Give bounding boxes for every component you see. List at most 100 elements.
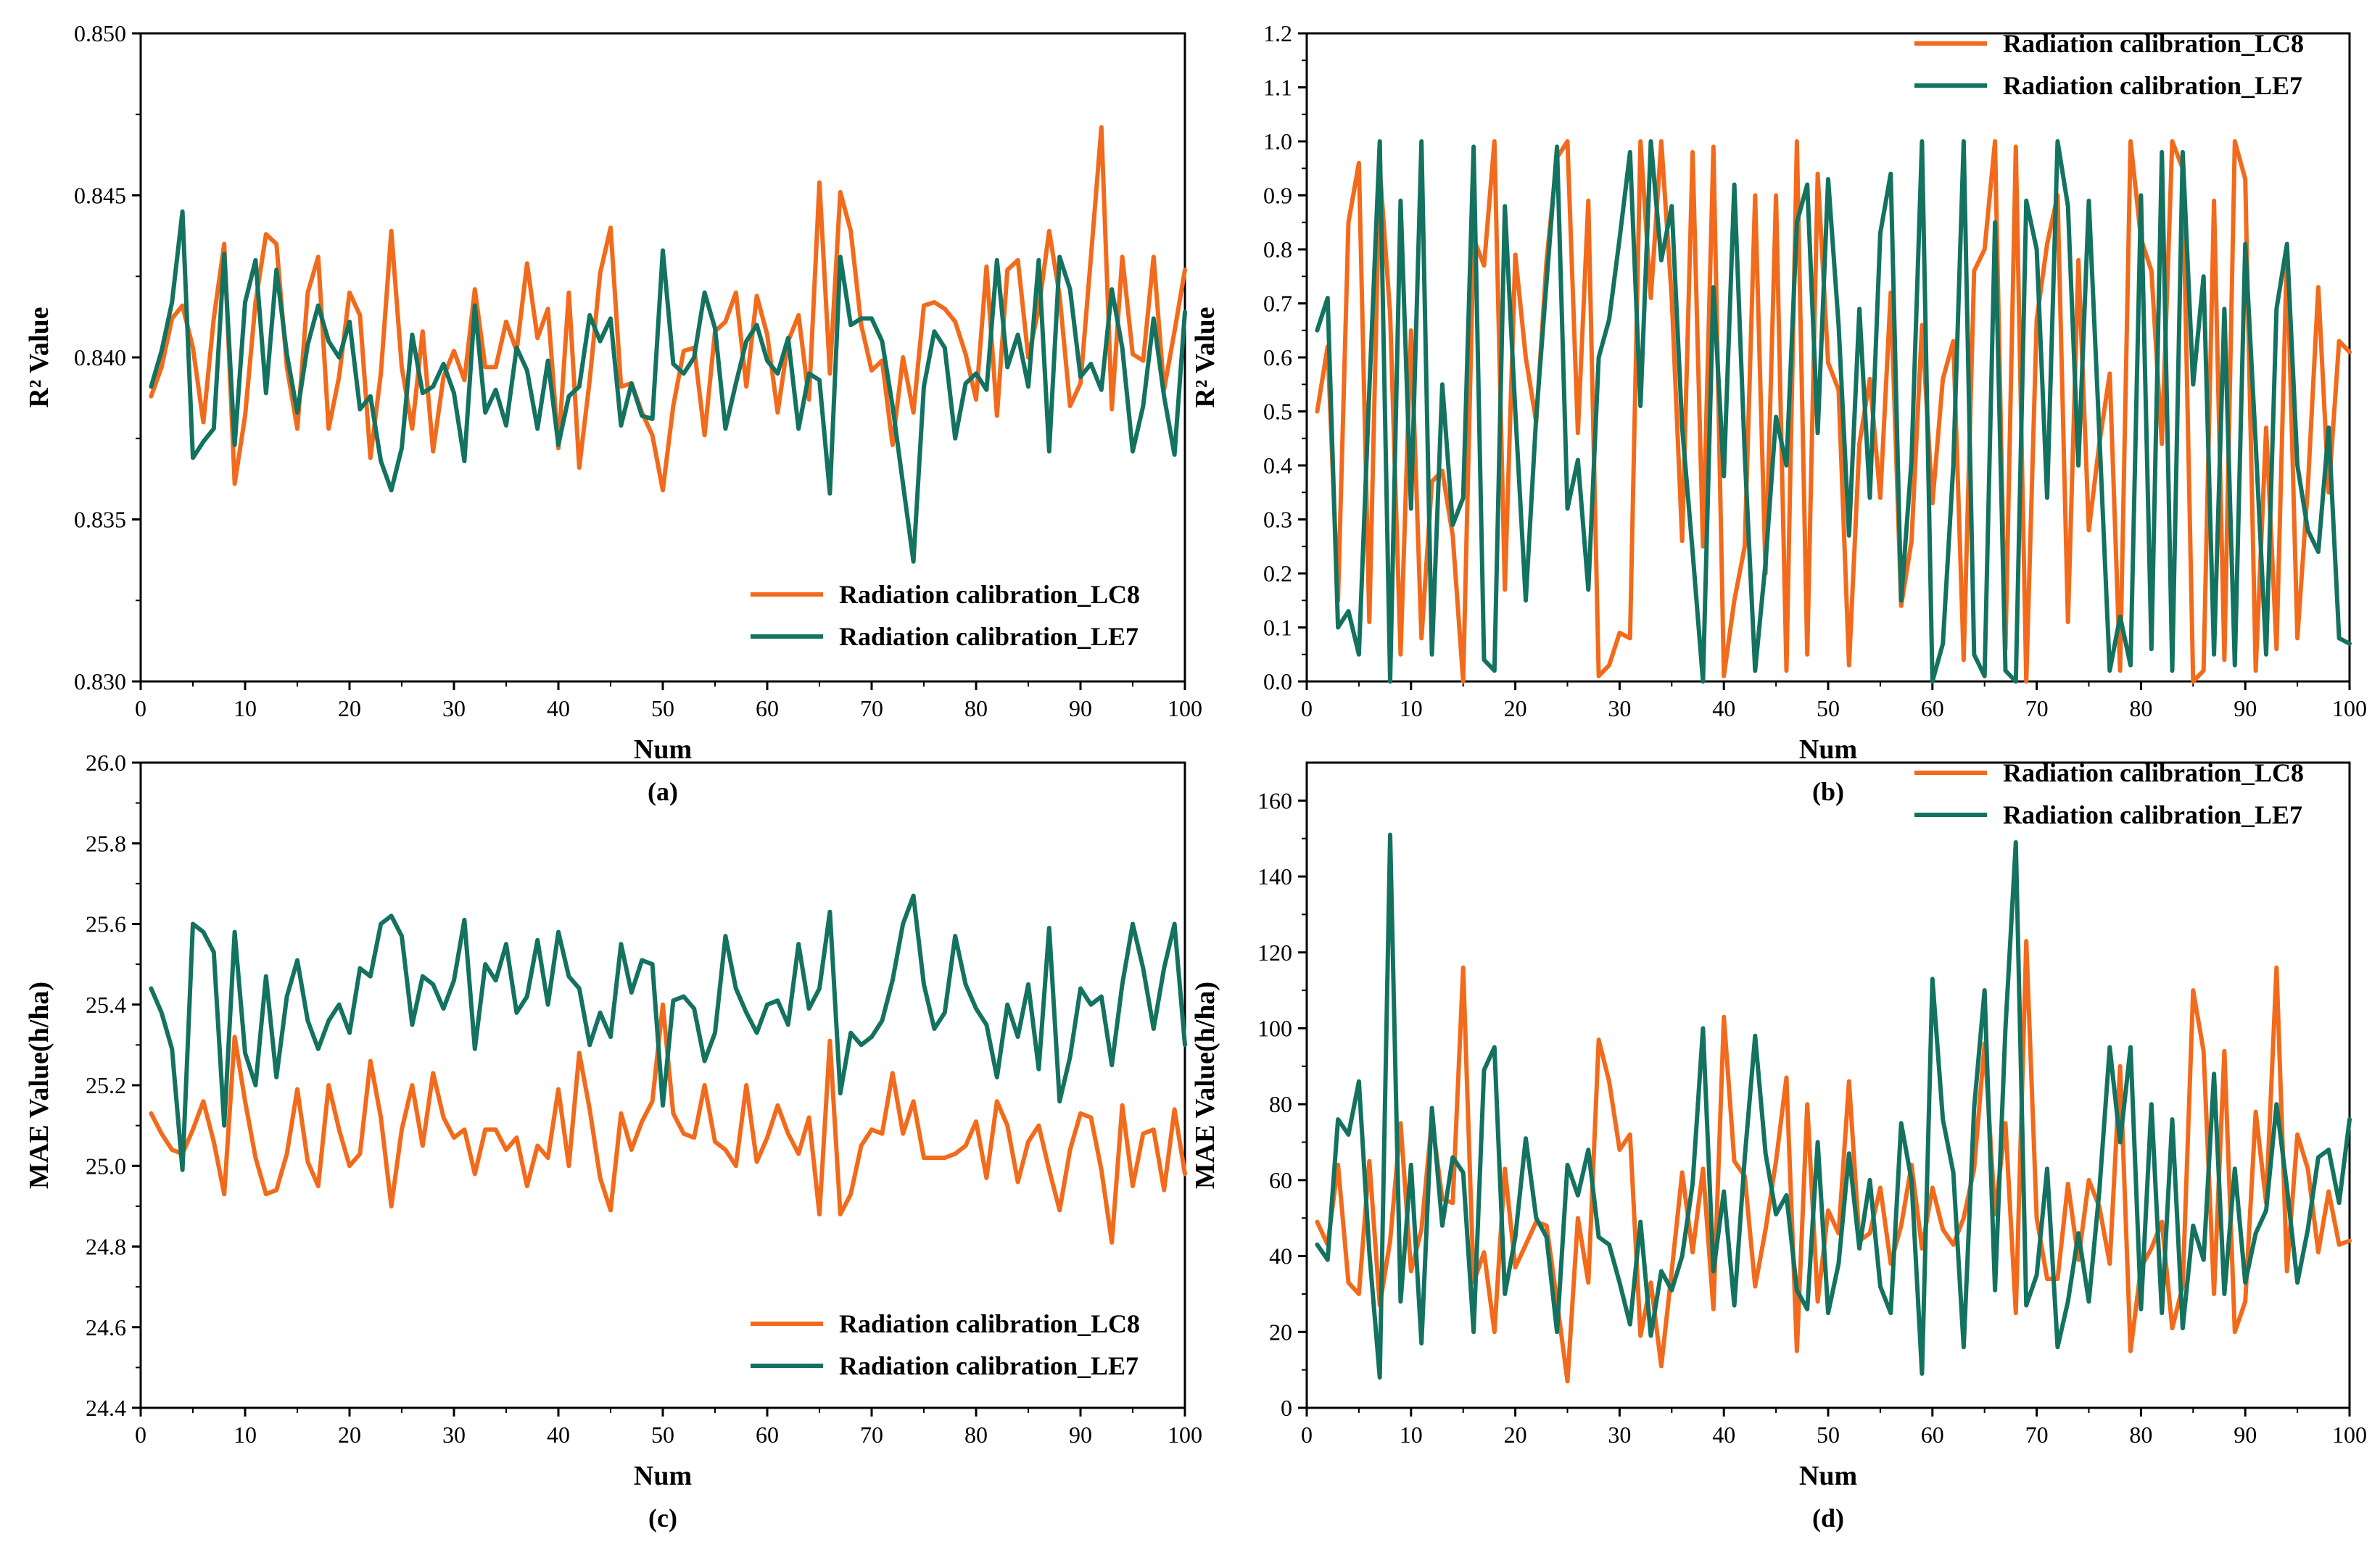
data-point: [1848, 535, 1850, 536]
data-point: [777, 412, 779, 413]
data-point: [1953, 341, 1954, 342]
data-point: [1703, 1028, 1704, 1029]
data-point: [1546, 281, 1548, 283]
data-point: [1672, 297, 1673, 299]
x-tick-label: 30: [442, 1422, 466, 1448]
data-point: [2120, 1142, 2121, 1143]
data-point: [641, 415, 642, 417]
data-point: [1484, 1252, 1485, 1253]
data-point: [453, 350, 455, 352]
data-point: [1494, 1047, 1495, 1048]
x-tick-label: 0: [135, 1422, 146, 1448]
data-point: [380, 373, 381, 375]
data-point: [1661, 1271, 1662, 1272]
data-point: [505, 425, 507, 426]
data-point: [1059, 257, 1060, 258]
data-point: [2182, 1327, 2183, 1329]
data-point: [944, 347, 946, 349]
x-tick-label: 70: [2025, 695, 2049, 721]
data-point: [2328, 427, 2329, 428]
data-point: [265, 233, 267, 235]
data-point: [2046, 497, 2048, 499]
data-point: [745, 1085, 747, 1086]
data-point: [2120, 670, 2121, 671]
data-point: [328, 341, 329, 342]
data-point: [1038, 1069, 1040, 1070]
y-tick-label: 60: [1269, 1167, 1292, 1193]
data-point: [1744, 454, 1745, 455]
data-point: [756, 295, 758, 297]
data-point: [1525, 1137, 1526, 1139]
data-point: [1494, 141, 1495, 142]
data-point: [1901, 1123, 1902, 1124]
data-point: [391, 489, 392, 491]
data-point: [1080, 376, 1081, 378]
data-point: [1640, 405, 1641, 407]
data-point: [1598, 676, 1600, 677]
data-point: [171, 1048, 173, 1050]
data-point: [850, 1193, 851, 1195]
data-point: [2015, 681, 2017, 682]
panel-label: (d): [1812, 1504, 1844, 1533]
data-point: [1765, 562, 1767, 563]
data-point: [745, 341, 747, 342]
data-point: [725, 321, 727, 323]
data-point: [2255, 670, 2257, 671]
data-point: [1132, 451, 1133, 452]
data-point: [484, 367, 486, 368]
data-point: [610, 318, 611, 320]
data-point: [2213, 200, 2215, 202]
data-point: [1368, 389, 1370, 391]
y-tick-label: 25.6: [86, 911, 126, 937]
data-point: [2005, 670, 2007, 671]
data-point: [934, 1157, 935, 1158]
data-point: [1556, 146, 1558, 148]
data-point: [349, 321, 350, 323]
data-point: [1122, 984, 1123, 985]
data-point: [2005, 1123, 2007, 1124]
data-point: [704, 1085, 706, 1086]
data-point: [683, 1133, 685, 1135]
data-point: [432, 1073, 434, 1074]
data-point: [767, 334, 768, 336]
data-point: [944, 308, 946, 310]
data-point: [1796, 141, 1798, 142]
data-point: [1504, 589, 1505, 591]
data-point: [735, 988, 737, 990]
data-point: [1661, 260, 1662, 261]
data-point: [1111, 289, 1112, 290]
y-tick-label: 25.0: [86, 1153, 126, 1179]
x-tick-label: 60: [1921, 1422, 1944, 1448]
data-point: [819, 182, 820, 183]
data-point: [2286, 244, 2288, 245]
data-point: [1484, 265, 1485, 267]
data-point: [1111, 1242, 1112, 1243]
x-tick-label: 80: [2129, 1422, 2152, 1448]
data-point: [861, 1145, 862, 1147]
data-point: [2130, 1351, 2131, 1352]
data-point: [1682, 427, 1683, 428]
data-point: [923, 386, 925, 387]
data-point: [1817, 1301, 1819, 1303]
x-tick-label: 100: [2332, 695, 2367, 721]
data-point: [975, 399, 977, 400]
data-point: [2328, 492, 2329, 493]
data-point: [683, 996, 685, 998]
data-point: [265, 976, 267, 977]
data-point: [2025, 940, 2027, 942]
data-point: [558, 444, 559, 446]
data-point: [892, 405, 893, 407]
data-point: [2067, 1301, 2069, 1303]
data-point: [641, 960, 642, 961]
data-point: [495, 389, 497, 391]
data-point: [1132, 1185, 1133, 1187]
x-tick-label: 20: [338, 695, 361, 721]
data-point: [2349, 1119, 2350, 1120]
data-point: [192, 347, 194, 349]
data-point: [391, 1206, 392, 1207]
data-point: [1880, 497, 1881, 499]
data-point: [1974, 1108, 1975, 1109]
chart-panel-2: 0 10 20 30 40 50 60 70 80 90 100 24.4 24.6 24.8 25.0 25…: [24, 750, 1202, 1533]
data-point: [1317, 330, 1318, 331]
data-point: [767, 1004, 768, 1005]
